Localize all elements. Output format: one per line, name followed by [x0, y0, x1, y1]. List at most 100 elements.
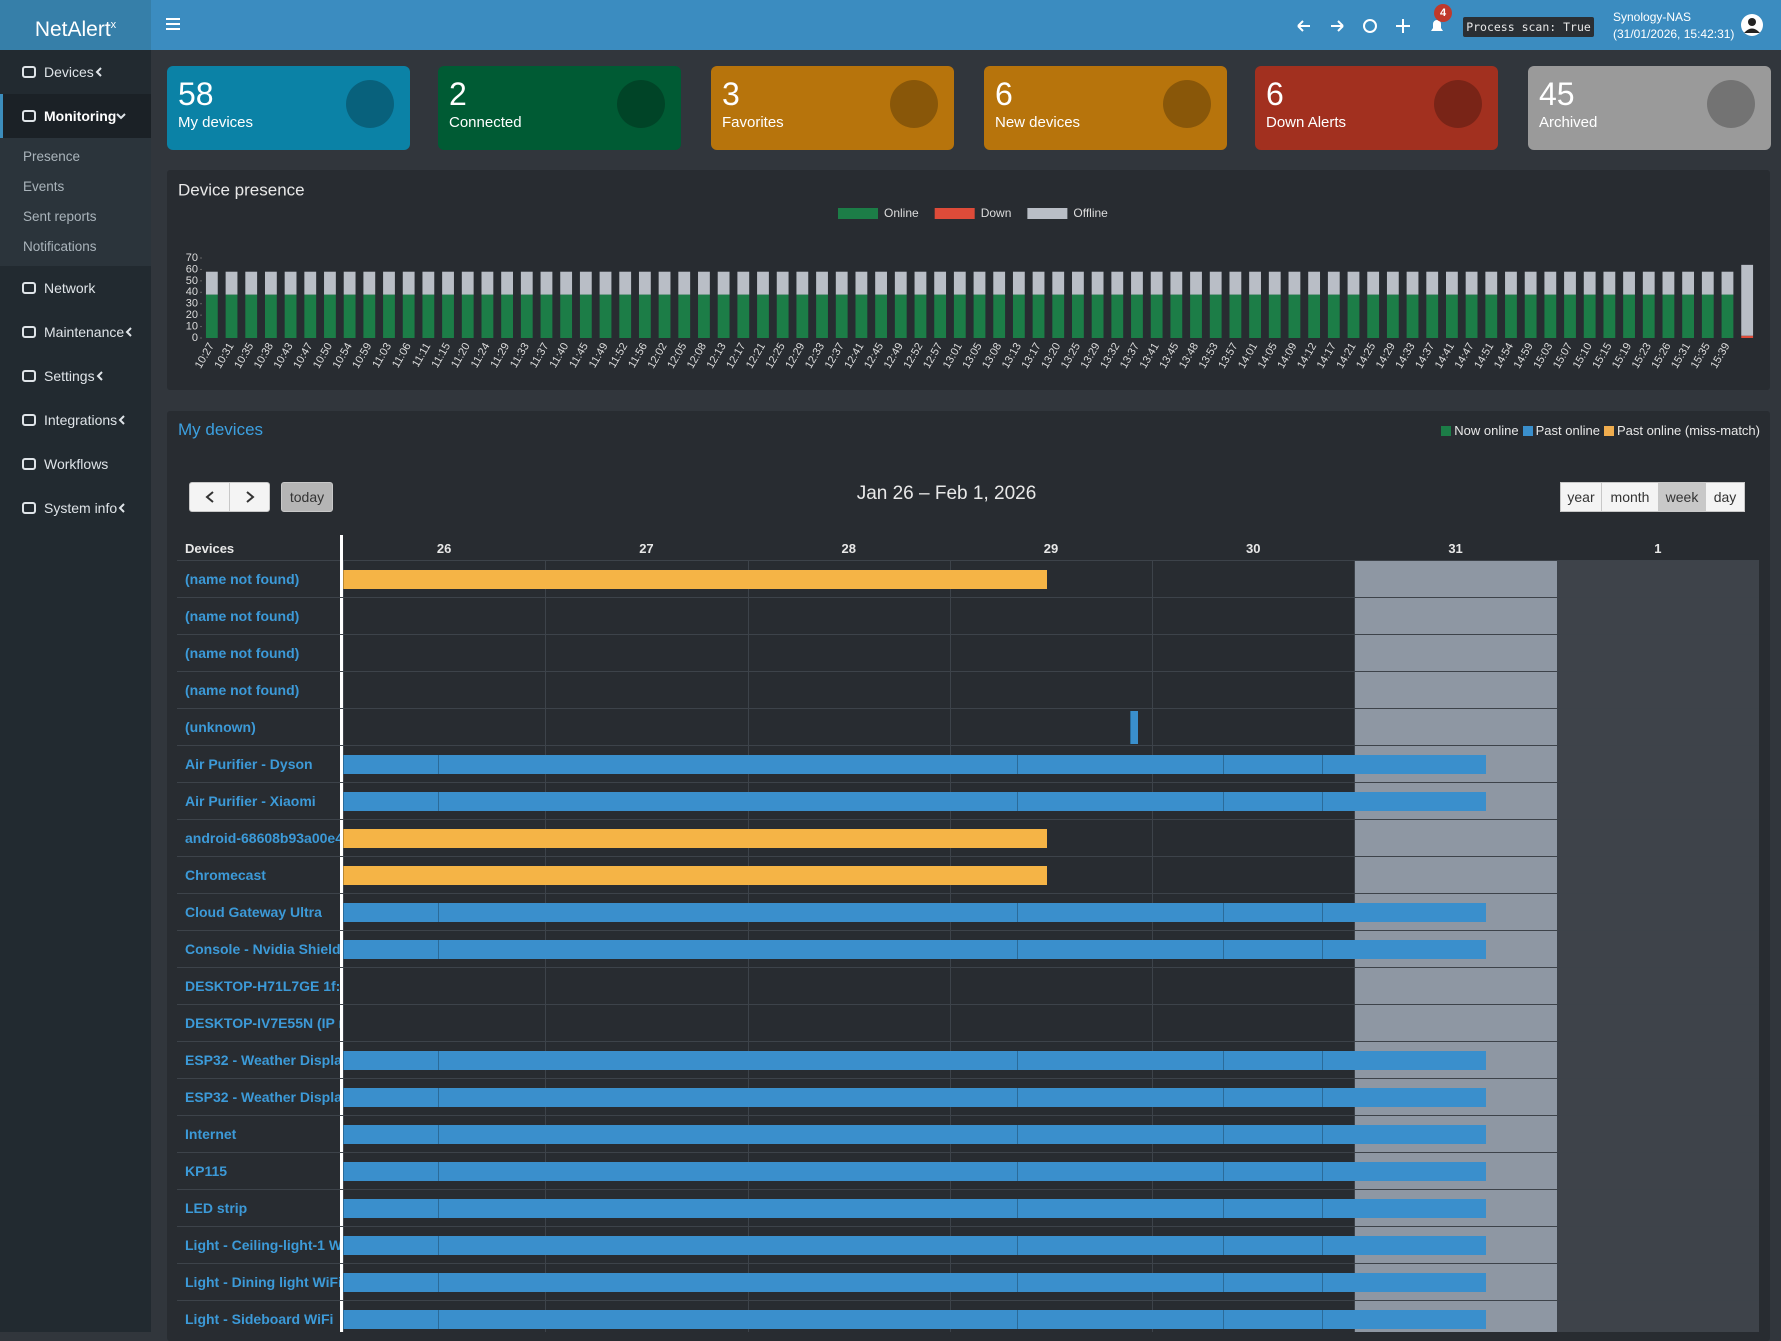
nav-item[interactable]: Network [0, 266, 151, 310]
legend-item: Past online [1522, 423, 1600, 438]
nav-item[interactable]: Integrations [0, 398, 151, 442]
bar-segment [1229, 294, 1242, 338]
user-avatar[interactable] [1740, 13, 1764, 37]
stat-label: Archived [1539, 114, 1598, 131]
view-button[interactable]: month [1601, 482, 1659, 512]
today-button[interactable]: today [281, 482, 333, 512]
process-scan: Process scan: True [1463, 17, 1594, 37]
submenu-item[interactable]: Sent reports [23, 209, 97, 224]
nav-label: Settings [44, 368, 95, 384]
device-name[interactable]: (name not found) [185, 682, 300, 698]
device-name[interactable]: DESKTOP-IV7E55N (IP m [185, 1015, 340, 1031]
brand-name: NetAlert [34, 18, 111, 41]
column-header: Devices [185, 541, 235, 556]
device-name[interactable]: Air Purifier - Xiaomi [185, 793, 316, 809]
nav-label: Integrations [44, 412, 118, 428]
bar-segment [1465, 294, 1478, 338]
row-line [177, 1004, 1759, 1005]
legend-item: Now online [1441, 423, 1519, 438]
bar-segment [816, 294, 828, 338]
bar-segment [579, 271, 592, 295]
event-bar [438, 1162, 1017, 1181]
nav-item[interactable]: Monitoring [0, 94, 151, 138]
submenu-item[interactable]: Presence [23, 149, 81, 164]
nav-item[interactable]: System info [0, 486, 151, 530]
day-header: 29 [1043, 541, 1059, 556]
bar-segment [264, 294, 277, 338]
stat-card[interactable]: 6 Down Alerts [1255, 66, 1498, 150]
device-name[interactable]: Air Purifier - Dyson [185, 756, 313, 772]
device-name[interactable]: Cloud Gateway Ultra [185, 904, 322, 920]
stat-card[interactable]: 2 Connected [438, 66, 681, 150]
chevron-shape [125, 327, 132, 337]
view-button[interactable]: day [1705, 482, 1745, 512]
device-name[interactable]: Chromecast [185, 867, 266, 883]
nav-item[interactable]: Workflows [0, 442, 151, 486]
device-name[interactable]: Internet [185, 1126, 237, 1142]
bar-segment [1642, 271, 1655, 295]
device-name[interactable]: Console - Nvidia Shield T [185, 941, 340, 957]
event-bar [1322, 755, 1486, 774]
nav-item[interactable]: Devices [0, 50, 151, 94]
bar-segment [205, 294, 218, 338]
stat-card[interactable]: 3 Favorites [711, 66, 954, 150]
icon-shape [22, 370, 36, 382]
chevron [118, 415, 125, 425]
row-line [177, 671, 1759, 672]
bar-segment [1288, 294, 1301, 338]
next-button[interactable] [229, 482, 270, 512]
brand[interactable]: NetAlertx [0, 0, 151, 50]
view-button[interactable]: week [1658, 482, 1706, 512]
submenu-item[interactable]: Events [23, 179, 65, 194]
event-bar [1322, 1162, 1486, 1181]
chevron-shape [118, 415, 125, 425]
submenu-item[interactable]: Notifications [23, 239, 97, 254]
bar-segment [1721, 271, 1734, 295]
bar-segment [1485, 271, 1498, 295]
device-name[interactable]: (name not found) [185, 571, 300, 587]
stat-card[interactable]: 58 My devices [167, 66, 410, 150]
day-header: 28 [841, 541, 856, 556]
device-name[interactable]: KP115 [185, 1163, 228, 1179]
legend-label: Offline [1073, 206, 1108, 220]
chevron [95, 67, 102, 77]
device-name[interactable]: (name not found) [185, 608, 300, 624]
device-name[interactable]: DESKTOP-H71L7GE 1f:99 [185, 978, 340, 994]
view-button[interactable]: year [1560, 482, 1602, 512]
stat-card[interactable]: 45 Archived [1528, 66, 1771, 150]
icon-shape [22, 414, 36, 426]
nav-item[interactable]: Settings [0, 354, 151, 398]
bar-segment [402, 271, 415, 295]
device-name[interactable]: android-68608b93a00e4 [185, 830, 340, 846]
device-name[interactable]: Light - Ceiling-light-1 Wi [185, 1237, 340, 1253]
row-line [177, 782, 1759, 783]
nav-icons[interactable] [1296, 17, 1446, 35]
bar-segment [383, 294, 395, 338]
nav-label: Workflows [44, 456, 109, 472]
row-line [177, 1041, 1759, 1042]
stat-value: 6 [1266, 76, 1284, 112]
device-name[interactable]: ESP32 - Weather Display [185, 1052, 340, 1068]
row-line [177, 819, 1759, 820]
row-line [177, 1300, 1759, 1301]
icon-shape [22, 502, 36, 514]
device-name[interactable]: Light - Dining light WiFi [185, 1274, 340, 1290]
stat-value: 2 [449, 76, 467, 112]
bar-segment [1642, 294, 1655, 338]
nav-label: Network [44, 280, 96, 296]
menu-toggle[interactable] [166, 17, 180, 31]
bar-segment [894, 271, 907, 295]
device-name[interactable]: (unknown) [185, 719, 256, 735]
device-name[interactable]: (name not found) [185, 645, 300, 661]
bar-segment [1446, 294, 1458, 338]
bar-segment [796, 294, 809, 338]
device-name[interactable]: Light - Sideboard WiFi [185, 1311, 334, 1327]
bar-segment [816, 271, 828, 295]
stat-card[interactable]: 6 New devices [984, 66, 1227, 150]
nav-item[interactable]: Maintenance [0, 310, 151, 354]
device-name[interactable]: LED strip [185, 1200, 248, 1216]
bar-segment [1406, 294, 1419, 338]
x-tick-label: 11:15 [429, 341, 453, 370]
device-name[interactable]: ESP32 - Weather Display [185, 1089, 340, 1105]
bar-segment [284, 294, 297, 338]
